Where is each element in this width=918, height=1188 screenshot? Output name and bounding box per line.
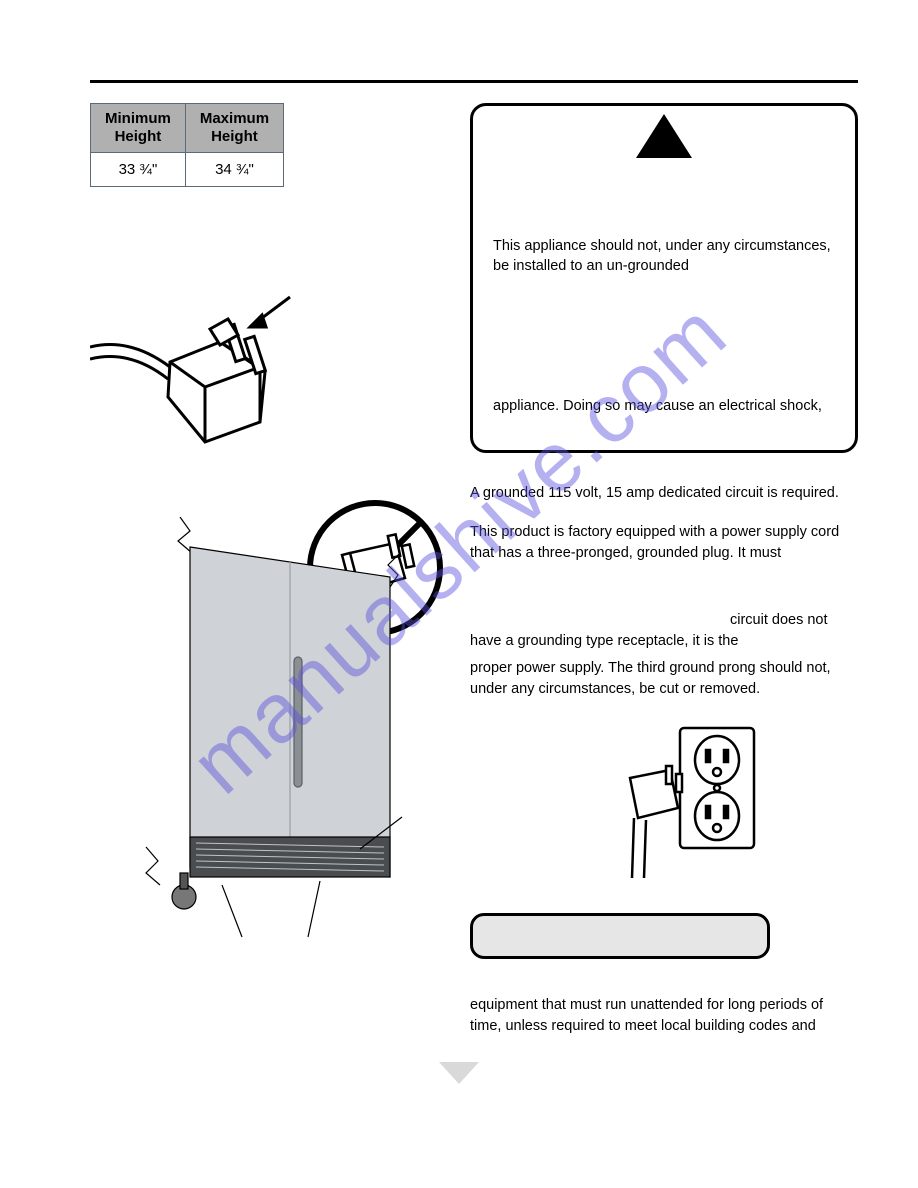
table-cell-min: 33 ¾" xyxy=(91,153,186,187)
manual-page: MinimumHeight MaximumHeight 33 ¾" 34 ¾" xyxy=(0,0,918,1095)
two-column-layout: MinimumHeight MaximumHeight 33 ¾" 34 ¾" xyxy=(90,103,858,1055)
table-header-max: MaximumHeight xyxy=(185,104,283,153)
undercounter-appliance-icon xyxy=(90,517,430,962)
table-header-min: MinimumHeight xyxy=(91,104,186,153)
th-label: MaximumHeight xyxy=(200,110,269,145)
cord-description-text: This product is factory equipped with a … xyxy=(470,522,858,564)
ground-prong-text: proper power supply. The third ground pr… xyxy=(470,658,858,700)
gfci-text: equipment that must run unattended for l… xyxy=(470,995,858,1037)
warning-text-2: appliance. Doing so may cause an electri… xyxy=(493,396,843,416)
left-column: MinimumHeight MaximumHeight 33 ¾" 34 ¾" xyxy=(90,103,430,1055)
down-chevron-icon xyxy=(439,1062,479,1091)
warning-text-1: This appliance should not, under any cir… xyxy=(493,236,835,277)
text-fragment: circuit does not have a grounding type r… xyxy=(470,612,828,649)
warning-box: This appliance should not, under any cir… xyxy=(470,103,858,453)
height-table: MinimumHeight MaximumHeight 33 ¾" 34 ¾" xyxy=(90,103,284,187)
top-rule xyxy=(90,80,858,83)
triangle-warning-icon xyxy=(636,114,692,158)
caution-pill xyxy=(470,913,770,959)
table-cell-max: 34 ¾" xyxy=(185,153,283,187)
circuit-requirement-text: A grounded 115 volt, 15 amp dedicated ci… xyxy=(470,483,858,504)
th-label: MinimumHeight xyxy=(105,110,171,145)
grounded-plug-icon xyxy=(90,247,430,497)
receptacle-text-a: circuit does not have a grounding type r… xyxy=(470,610,858,652)
wall-outlet-icon xyxy=(570,718,858,893)
right-column: This appliance should not, under any cir… xyxy=(470,103,858,1055)
